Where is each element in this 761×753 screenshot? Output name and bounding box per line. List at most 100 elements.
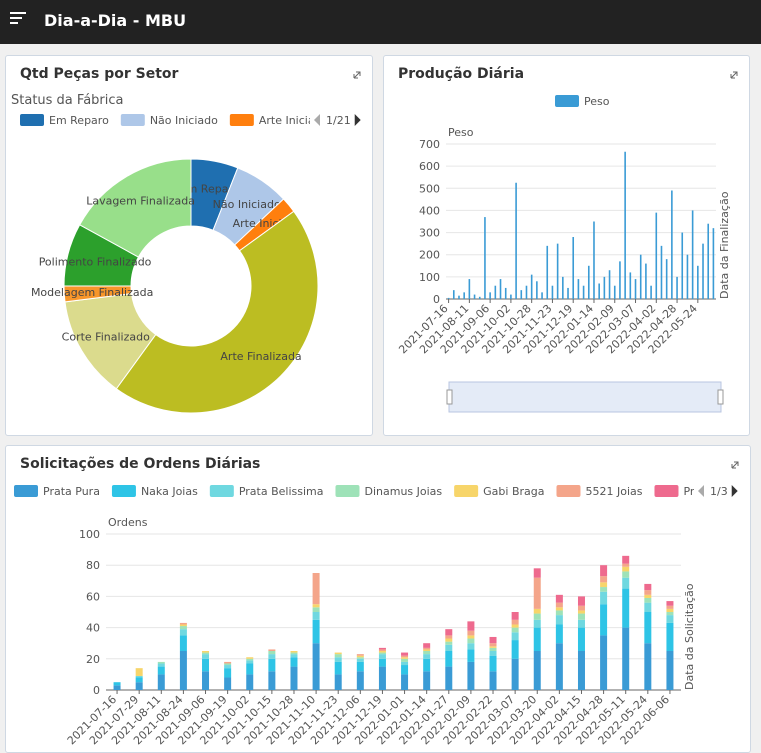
legend-prev[interactable] [698,485,704,497]
bar [702,243,704,299]
bar-segment [246,674,254,690]
bar-segment [467,643,475,650]
bar [489,292,491,299]
legend-swatch [556,485,581,497]
chart: Solicitações de Ordens Diárias 0 20 40 60 80… [14,456,739,747]
bar-segment [445,629,453,636]
legend-label[interactable]: Arte Iniciado [259,114,329,127]
menu-icon[interactable] [8,0,38,44]
zoom-handle[interactable] [446,389,453,405]
bar-segment [533,619,541,628]
legend: Em Reparo Não Iniciado Arte Iniciado [20,114,329,127]
legend-label[interactable]: Prata Belissima [239,485,324,498]
bar-segment [179,622,187,625]
bar-segment [666,605,674,609]
y-axis-title: Ordens [108,516,148,529]
y-tick-label: 100 [79,528,100,541]
bar-segment [600,591,608,605]
bar-segment [378,654,386,659]
bar [707,223,710,299]
legend-label[interactable]: Dinamus Joias [364,485,442,498]
bar-segment [511,619,519,625]
bar-segment [378,649,386,651]
legend-swatch [20,114,44,126]
bar-segment [511,658,519,690]
bar-segment [356,655,364,658]
bar-segment [268,658,276,672]
y-tick-label: 40 [86,622,100,635]
bar-segment [622,627,630,690]
bar-segment [467,630,475,636]
y-tick-label: 200 [419,249,440,262]
bar-segment [644,597,652,603]
bar-segment [666,615,674,623]
bar-segment [224,665,232,669]
slice-label: Corte Finalizado [62,330,150,343]
slice-label: Arte Finalizada [220,350,301,363]
legend-next[interactable] [354,114,361,126]
bar-segment [489,647,497,651]
card-title: Produção Diária [398,66,524,82]
legend-label[interactable]: 5521 Joias [585,485,642,498]
legend-label[interactable]: Não Iniciado [150,114,218,127]
legend-label[interactable]: Prata Pura [43,485,100,498]
bar-segment [600,604,608,636]
bar [650,285,652,299]
bar-segment [533,577,541,609]
legend-swatch [335,485,360,497]
bar-segment [268,649,276,651]
legend-label[interactable]: Naka Joias [141,485,198,498]
bar-segment [622,563,630,567]
legend-page: 1/21 [326,114,351,127]
bar-segment [401,652,409,656]
bar-segment [577,596,585,606]
bar-segment [622,577,630,589]
bar-segment [666,608,674,612]
zoom-slider[interactable] [448,381,722,413]
bar-segment [489,646,497,648]
bar-segment [312,619,320,644]
bar [541,292,543,299]
bar-segment [378,658,386,667]
legend-swatch [654,485,679,497]
bar [629,272,632,299]
legend-next[interactable] [731,485,738,497]
bar-segment [334,654,342,658]
bar-segment [224,663,232,666]
legend-prev[interactable] [314,114,320,126]
legend-label[interactable]: Peso [584,95,610,108]
expand-icon[interactable] [730,71,738,79]
legend-label[interactable]: Em Reparo [49,114,109,127]
bar-segment [401,655,409,658]
bar-segment [423,658,431,672]
bar [608,270,611,299]
bar-segment [445,644,453,651]
bar-segment [356,658,364,662]
bar-segment [577,613,585,620]
y-tick-label: 100 [419,271,440,284]
y-tick-label: 0 [433,293,440,306]
zoom-handle[interactable] [717,389,724,405]
bar-segment [467,638,475,644]
legend-page: 1/3 [710,485,728,498]
bar-segment [600,587,608,592]
bar-segment [378,652,386,655]
bar-segment [290,657,298,667]
legend-label[interactable]: Gabi Braga [483,485,544,498]
legend-label[interactable]: Prata Pe [683,485,728,498]
bar [447,297,450,299]
bar-segment [467,621,475,631]
expand-icon[interactable] [731,461,739,469]
bar-segment [600,582,608,588]
bar [686,254,689,299]
bar-segment [423,643,431,648]
bar [593,221,595,299]
legend-swatch [229,114,254,126]
bar-segment [555,624,563,644]
expand-icon[interactable] [353,71,361,79]
bar [515,182,517,299]
bar-segment [113,682,121,686]
bar [510,294,512,299]
bar-segment [135,668,143,676]
